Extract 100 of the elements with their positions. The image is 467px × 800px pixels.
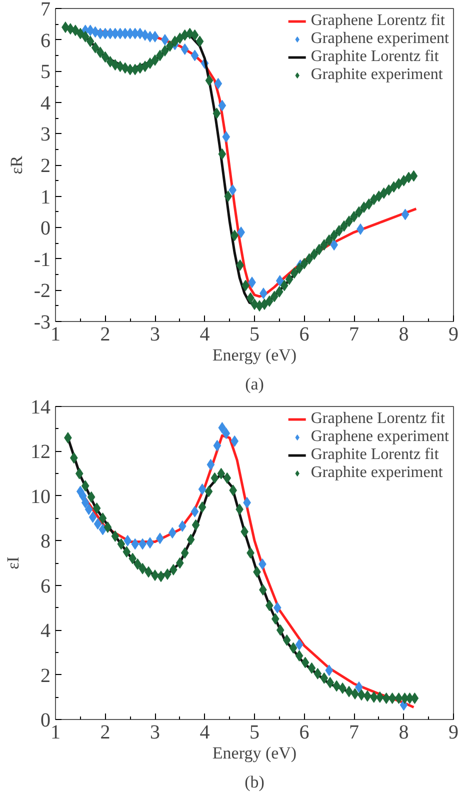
y-tick-label: 4 [40, 620, 50, 642]
y-tick-label: 6 [40, 30, 50, 52]
point [230, 435, 239, 447]
point [81, 496, 90, 508]
point [186, 534, 195, 546]
point [382, 692, 390, 704]
point [117, 538, 126, 550]
point [308, 662, 316, 674]
y-tick-label: 10 [30, 486, 50, 508]
point [78, 490, 87, 502]
x-tick-label: 2 [100, 722, 110, 744]
point [176, 557, 184, 569]
point [98, 512, 107, 524]
legend-label: Graphite Lorentz fit [310, 446, 439, 464]
point [295, 638, 304, 650]
x-tick-label: 3 [150, 722, 160, 744]
point [213, 440, 222, 452]
point [228, 184, 237, 196]
legend-label: Graphene Lorentz fit [310, 410, 445, 428]
point [295, 650, 304, 662]
x-tick-label: 2 [100, 324, 110, 346]
x-tick-label: 9 [448, 722, 458, 744]
point [124, 534, 132, 546]
point [325, 664, 334, 676]
legend-label: Graphene Lorentz fit [310, 12, 445, 30]
legend-label: Graphite experiment [310, 464, 443, 482]
point [370, 691, 378, 703]
point [75, 468, 84, 480]
point [180, 43, 189, 55]
y-tick-label: 4 [40, 92, 50, 114]
point [134, 558, 142, 570]
point [271, 613, 280, 625]
point [217, 468, 226, 480]
point [330, 239, 338, 251]
point [222, 131, 230, 143]
x-axis-title: Energy (eV) [212, 346, 297, 364]
legend-label: Graphene experiment [310, 428, 449, 446]
point [320, 672, 328, 684]
y-tick-label: 6 [40, 575, 50, 598]
point [122, 546, 131, 558]
point [111, 530, 120, 542]
text: (a) [245, 374, 264, 394]
x-tick-label: 5 [250, 324, 260, 346]
y-tick-label: 2 [40, 155, 50, 177]
legend-label: Graphene experiment [310, 30, 449, 48]
legend-label: Graphite Lorentz fit [310, 48, 439, 66]
x-tick-label: 5 [250, 722, 260, 744]
y-tick-label: -2 [34, 280, 51, 302]
y-tick-label: -3 [34, 312, 51, 334]
point [388, 692, 396, 704]
point [289, 642, 298, 654]
point [218, 100, 226, 112]
point [206, 458, 215, 470]
y-axis-title: εI [4, 556, 22, 570]
x-tick-label: 4 [200, 324, 210, 346]
x-axis-title: Energy (eV) [212, 744, 297, 762]
point [410, 692, 419, 704]
y-tick-label: 7 [40, 0, 50, 20]
x-tick-label: 4 [200, 722, 210, 744]
point [88, 511, 97, 523]
y-tick-label: 3 [40, 124, 50, 146]
x-tick-label: 7 [349, 722, 359, 744]
y-tick-label: 12 [30, 441, 50, 464]
point [210, 472, 219, 484]
point [223, 472, 232, 484]
y-tick-label: 5 [40, 61, 50, 84]
point [276, 624, 284, 636]
point [326, 676, 334, 688]
point [394, 692, 403, 704]
text: (b) [244, 772, 264, 792]
x-tick-label: 6 [299, 722, 310, 744]
x-tick-label: 3 [150, 324, 160, 346]
y-axis-title: εR [6, 155, 26, 174]
point [204, 486, 213, 498]
legend-label: Graphite experiment [310, 66, 443, 84]
point [229, 484, 238, 496]
point [168, 527, 176, 539]
point [273, 602, 282, 614]
point [131, 538, 140, 550]
point [314, 668, 322, 680]
point [376, 691, 384, 703]
y-tick-label: 8 [40, 530, 50, 553]
point [222, 428, 230, 440]
y-tick-label: 0 [40, 218, 50, 240]
y-tick-label: 1 [40, 186, 50, 208]
point [84, 504, 93, 516]
y-tick-label: 2 [40, 664, 50, 687]
point [190, 506, 199, 518]
point [180, 547, 189, 559]
point [218, 422, 226, 434]
point [190, 50, 199, 62]
point [401, 208, 410, 220]
point [92, 502, 101, 514]
point [192, 519, 200, 531]
x-tick-label: 9 [448, 324, 458, 346]
point [276, 275, 284, 287]
point [169, 564, 178, 576]
x-tick-label: 8 [398, 324, 409, 346]
y-tick-label: 0 [40, 710, 50, 732]
point [282, 634, 291, 646]
